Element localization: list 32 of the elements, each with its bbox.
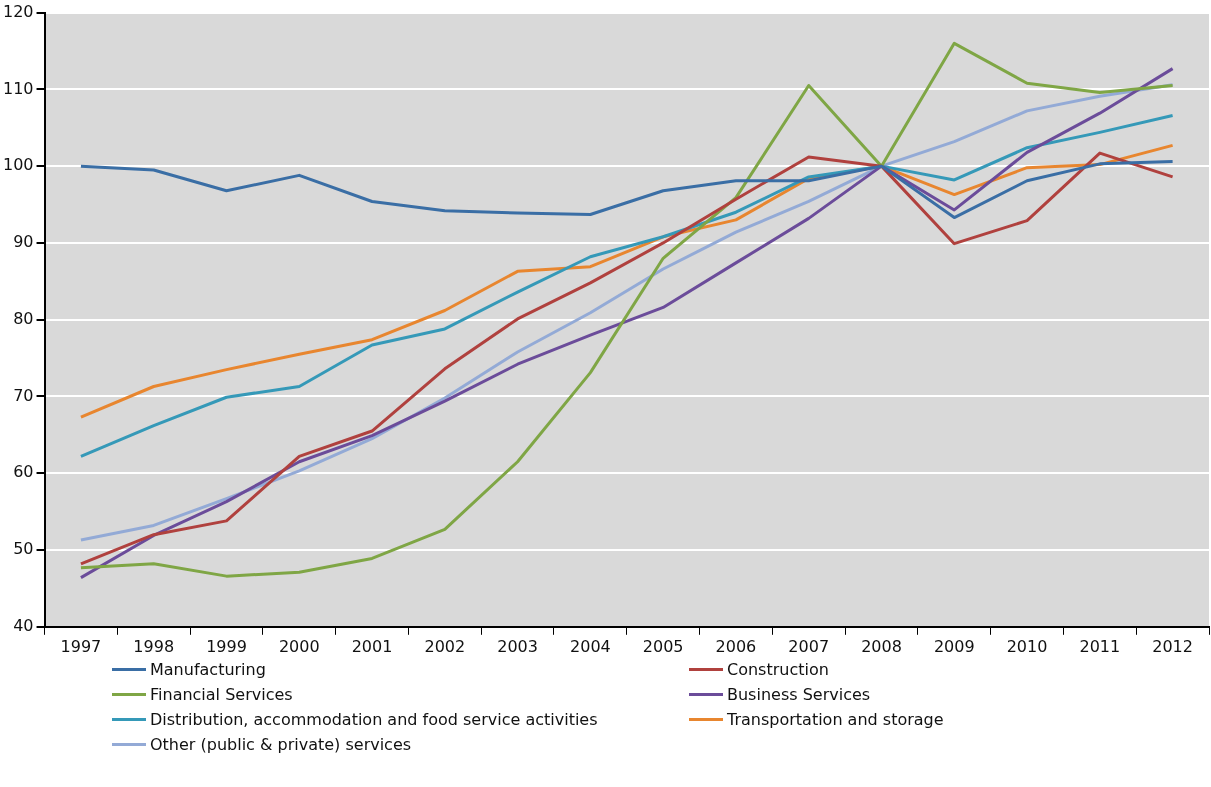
- legend-label: Construction: [727, 660, 829, 679]
- y-tick-label: 60: [13, 462, 34, 482]
- legend-label: Financial Services: [150, 685, 293, 704]
- x-tick-label: 1999: [206, 636, 247, 656]
- x-tick-label: 1997: [60, 636, 102, 656]
- legend-label: Transportation and storage: [727, 710, 944, 729]
- legend-label: Manufacturing: [150, 660, 266, 679]
- x-tick-label: 2008: [861, 636, 902, 656]
- y-tick-label: 50: [13, 539, 34, 559]
- x-tick-label: 2002: [424, 636, 466, 656]
- legend-label: Business Services: [727, 685, 871, 704]
- x-tick-label: 2003: [497, 636, 538, 656]
- x-tick-label: 2006: [715, 636, 757, 656]
- x-tick-label: 2005: [642, 636, 684, 656]
- y-tick-label: 100: [2, 155, 34, 175]
- y-tick-label: 80: [13, 308, 34, 328]
- x-tick-label: 2001: [351, 636, 393, 656]
- legend-label: Distribution, accommodation and food service activities: [150, 710, 598, 729]
- y-tick-label: 110: [2, 78, 34, 98]
- x-tick-label: 2007: [788, 636, 830, 656]
- y-tick-label: 90: [13, 232, 34, 252]
- y-tick-label: 70: [13, 385, 34, 405]
- x-tick-label: 2012: [1152, 636, 1193, 656]
- y-tick-label: 40: [13, 615, 34, 635]
- x-tick-label: 2000: [278, 636, 320, 656]
- x-tick-label: 2010: [1006, 636, 1048, 656]
- x-tick-label: 2011: [1079, 636, 1121, 656]
- x-tick-label: 1998: [133, 636, 175, 656]
- x-tick-label: 2009: [933, 636, 975, 656]
- legend-label: Other (public & private) services: [150, 735, 412, 754]
- y-tick-label: 120: [2, 1, 34, 21]
- x-tick-label: 2004: [570, 636, 611, 656]
